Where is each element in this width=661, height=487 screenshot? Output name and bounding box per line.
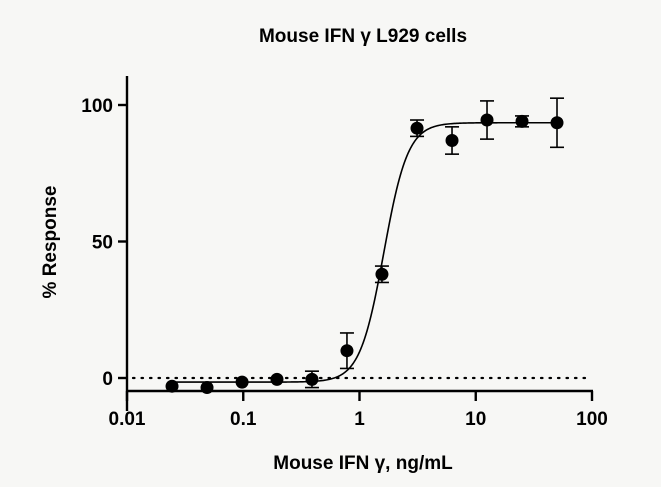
x-axis: 0.01 0.1 1 10 100	[109, 389, 608, 430]
y-tick-label: 50	[92, 233, 113, 254]
marker	[515, 114, 529, 128]
x-tick-label: 1	[354, 409, 365, 430]
marker	[270, 372, 284, 386]
marker	[445, 133, 459, 147]
marker	[235, 375, 249, 389]
data-point	[235, 375, 249, 389]
marker	[340, 344, 354, 358]
data-point	[515, 114, 530, 128]
x-axis-label: Mouse IFN γ, ng/mL	[273, 453, 453, 474]
data-point	[339, 332, 354, 370]
x-tick-label: 100	[576, 409, 608, 430]
data-point	[445, 126, 460, 155]
data-point	[480, 100, 495, 140]
y-tick-label: 100	[81, 96, 113, 117]
data-point	[410, 119, 425, 138]
data-point	[165, 379, 179, 393]
marker	[305, 372, 319, 386]
data-points	[165, 97, 565, 395]
fit-curve	[172, 121, 558, 383]
marker	[410, 121, 424, 135]
x-tick-label: 10	[465, 409, 486, 430]
y-axis-label: % Response	[40, 186, 61, 299]
marker	[550, 116, 564, 130]
data-point	[374, 265, 389, 284]
marker	[480, 113, 494, 127]
data-point	[304, 370, 319, 389]
marker	[165, 379, 179, 393]
chart-title: Mouse IFN γ L929 cells	[259, 26, 467, 47]
x-tick-label: 0.1	[230, 409, 257, 430]
y-tick-label: 0	[102, 369, 113, 390]
x-tick-label: 0.01	[109, 409, 146, 430]
data-point	[270, 372, 284, 386]
data-point	[550, 97, 565, 149]
plot-area	[131, 97, 592, 395]
y-axis: 0 50 100	[81, 76, 129, 411]
marker	[375, 267, 389, 281]
